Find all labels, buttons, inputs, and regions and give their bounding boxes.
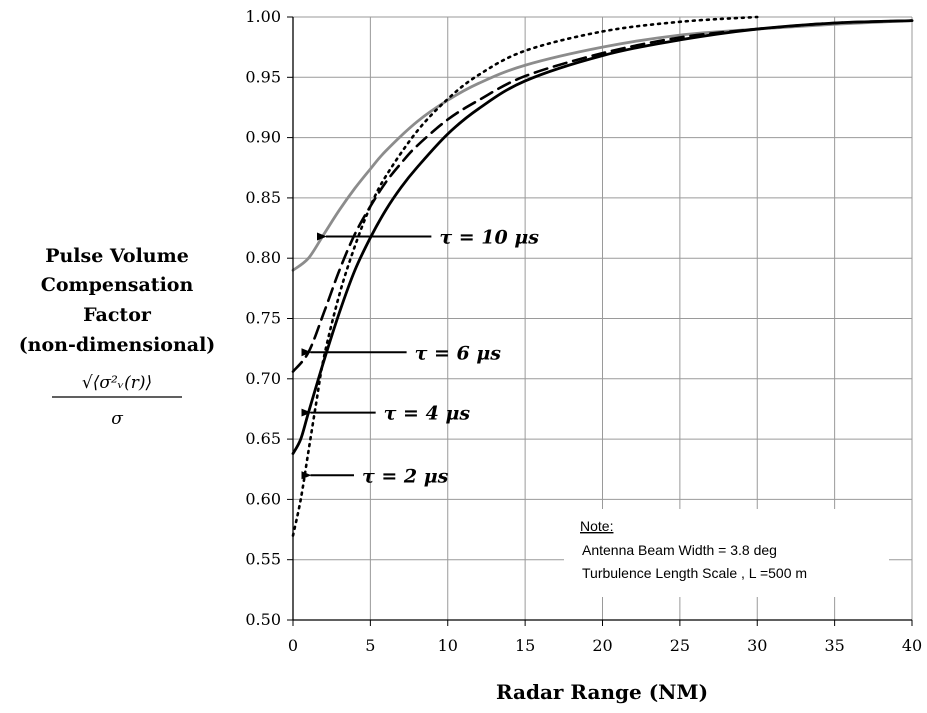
annotations: τ = 10 μs τ = 6 μs τ = 4 μs τ = 2 μs [301,226,539,487]
axes: 0.50 0.55 0.60 0.65 0.70 0.75 0.80 0.85 0.90 0.95… [245,7,922,655]
y-axis-title-line-2: Compensation [41,274,194,296]
y-tick-label-10: 1.00 [245,7,281,26]
y-tick-label-1: 0.55 [245,550,281,569]
y-tick-label-3: 0.65 [245,429,281,448]
y-axis-title-group: Pulse Volume Compensation Factor (non-di… [19,245,216,429]
note-line-1: Antenna Beam Width = 3.8 deg [582,542,777,558]
y-tick-label-9: 0.95 [245,67,281,86]
annotation-label-3: τ = 2 μs [362,465,449,487]
series-lines [291,15,914,537]
note-background [564,509,889,597]
y-tick-label-0: 0.50 [245,610,281,629]
y-axis-formula-numerator: √⟨σ²ᵥ(r)⟩ [82,373,152,393]
series-line-3 [291,15,759,537]
y-axis-formula-denominator: σ [111,409,123,429]
x-tick-label-1: 5 [365,636,375,655]
grid [292,16,913,621]
x-tick-label-4: 20 [592,636,612,655]
y-axis-title-line-3: Factor [83,304,152,326]
note-line-2: Turbulence Length Scale , L =500 m [582,565,807,581]
y-tick-label-4: 0.70 [245,369,281,388]
y-tick-label-2: 0.60 [245,489,281,508]
y-tick-label-5: 0.75 [245,309,281,328]
x-axis-title: Radar Range (NM) [496,680,708,704]
x-tick-label-6: 30 [747,636,767,655]
note-title: Note: [580,518,613,534]
y-tick-label-8: 0.90 [245,128,281,147]
x-tick-label-2: 10 [438,636,458,655]
x-tick-label-7: 35 [824,636,844,655]
annotation-label-1: τ = 6 μs [415,342,502,364]
x-tick-label-5: 25 [670,636,690,655]
y-tick-label-6: 0.80 [245,248,281,267]
y-tick-label-7: 0.85 [245,188,281,207]
x-tick-label-0: 0 [288,636,298,655]
annotation-label-0: τ = 10 μs [439,226,539,248]
y-axis-title-line-1: Pulse Volume [45,245,189,267]
x-tick-label-3: 15 [515,636,535,655]
x-axis-title-group: Radar Range (NM) [496,680,708,704]
x-tick-label-8: 40 [902,636,922,655]
note-box: Note: Antenna Beam Width = 3.8 deg Turbu… [564,509,889,597]
annotation-label-2: τ = 4 μs [384,403,471,425]
y-axis-title-line-4: (non-dimensional) [19,334,216,356]
